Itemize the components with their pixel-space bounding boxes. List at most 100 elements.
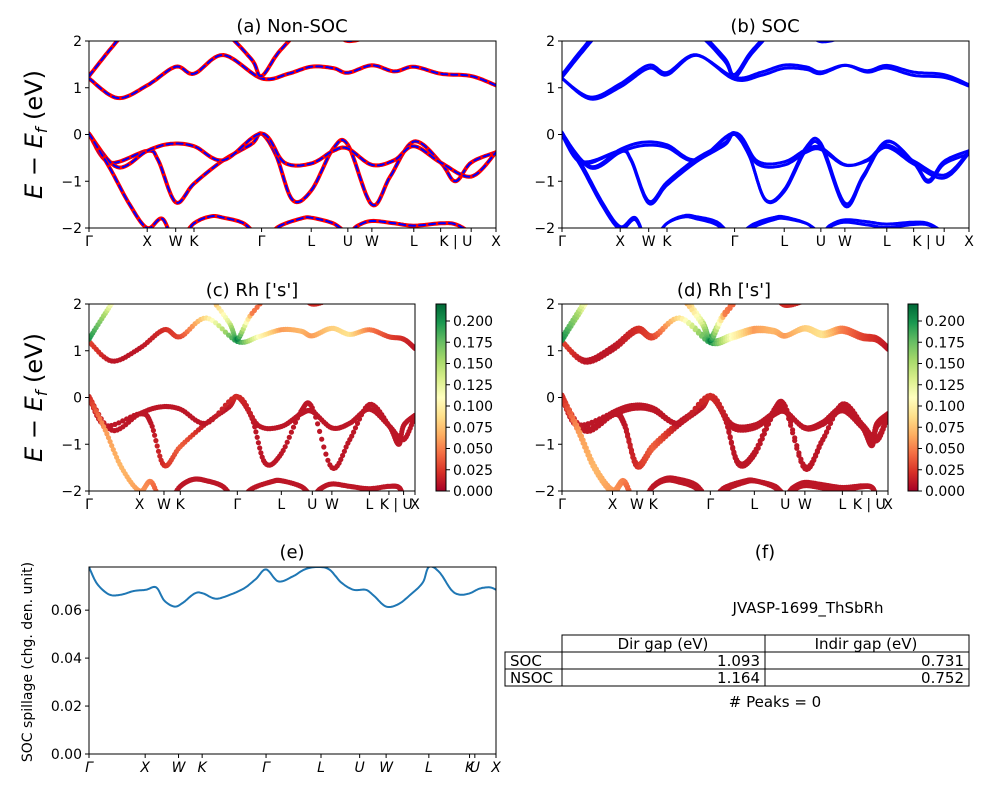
projection-point bbox=[761, 496, 766, 501]
projection-point bbox=[864, 295, 869, 300]
projection-point bbox=[655, 283, 660, 288]
projection-point bbox=[774, 293, 779, 298]
colorbar-tick-label: 0.100 bbox=[925, 399, 965, 415]
projection-point bbox=[128, 279, 133, 284]
colorbar-tick-label: 0.200 bbox=[925, 314, 965, 330]
projection-point bbox=[815, 292, 820, 297]
projection-point bbox=[645, 281, 650, 286]
projection-point bbox=[883, 283, 888, 288]
band-line-secondary bbox=[89, 132, 496, 178]
projection-point bbox=[371, 289, 376, 294]
projection-point bbox=[325, 457, 331, 463]
projection-point bbox=[338, 294, 343, 299]
projection-point bbox=[867, 293, 872, 298]
y-tick-label: 0 bbox=[546, 391, 555, 407]
projection-point bbox=[321, 444, 327, 450]
y-tick-label: 0 bbox=[73, 391, 82, 407]
projection-point bbox=[832, 290, 837, 295]
nsoc-indir-gap: 0.752 bbox=[921, 669, 964, 687]
projection-point bbox=[728, 502, 733, 507]
projection-point bbox=[764, 497, 769, 502]
projection-point bbox=[695, 401, 702, 407]
projection-point bbox=[850, 292, 855, 297]
projection-point bbox=[584, 297, 589, 302]
projection-point bbox=[826, 494, 831, 499]
projection-point bbox=[363, 287, 368, 292]
projection-point bbox=[568, 413, 574, 419]
x-tick-label: X bbox=[142, 234, 152, 250]
projection-point bbox=[242, 493, 247, 498]
projection-point bbox=[195, 494, 200, 499]
x-tick-label: Γ bbox=[258, 234, 266, 250]
projection-point bbox=[858, 297, 863, 302]
projection-point bbox=[590, 288, 595, 293]
projection-point bbox=[597, 280, 602, 285]
projection-point bbox=[180, 283, 185, 288]
projection-point bbox=[204, 495, 209, 500]
projection-point bbox=[137, 273, 142, 278]
projection-point bbox=[408, 285, 413, 290]
projection-point bbox=[694, 502, 699, 507]
projection-point bbox=[667, 496, 672, 501]
band-line-secondary bbox=[89, 54, 496, 100]
projection-point bbox=[597, 283, 602, 288]
projection-point bbox=[298, 292, 303, 297]
projection-point bbox=[209, 497, 214, 502]
projection-point bbox=[189, 496, 194, 501]
projection-point bbox=[744, 502, 749, 507]
projection-point bbox=[109, 509, 114, 514]
projection-point bbox=[878, 285, 883, 290]
projection-point bbox=[216, 410, 222, 416]
projection-point bbox=[105, 435, 112, 441]
y-tick-label: −2 bbox=[61, 484, 82, 500]
projection-point bbox=[217, 502, 222, 507]
y-tick-label: −2 bbox=[534, 221, 555, 237]
projection-point bbox=[396, 292, 401, 297]
projection-point bbox=[719, 505, 724, 510]
projection-point bbox=[764, 494, 769, 499]
projection-point bbox=[219, 406, 225, 412]
projection-point bbox=[846, 289, 851, 294]
projection-point bbox=[738, 499, 743, 504]
projection-point bbox=[661, 284, 666, 289]
projection-point bbox=[813, 296, 818, 301]
projection-point bbox=[602, 279, 607, 284]
projection-point bbox=[662, 495, 667, 500]
projection-point bbox=[373, 290, 378, 295]
projection-point bbox=[790, 427, 796, 433]
projection-point bbox=[824, 292, 829, 297]
projection-point bbox=[188, 497, 193, 502]
panel-e-ylabel: SOC spillage (chg. den. unit) bbox=[20, 562, 36, 762]
projection-point bbox=[776, 295, 781, 300]
colorbar-tick-label: 0.025 bbox=[453, 463, 493, 479]
projection-point bbox=[744, 500, 749, 505]
projection-point bbox=[126, 280, 131, 285]
row-nsoc-indir-cell bbox=[764, 668, 970, 687]
projection-point bbox=[823, 495, 828, 500]
projection-point bbox=[673, 493, 678, 498]
plot-area-b bbox=[562, 41, 969, 228]
projection-point bbox=[343, 444, 349, 450]
band-line-primary bbox=[562, 131, 969, 180]
projection-point bbox=[852, 294, 857, 299]
projection-point bbox=[211, 499, 216, 504]
projection-point bbox=[133, 275, 138, 280]
projection-point bbox=[778, 298, 783, 303]
projection-point bbox=[727, 434, 733, 440]
x-tick-label: Γ bbox=[85, 497, 93, 513]
panel-d-rh-projection: (d) Rh ['s'] 210−1−2Γ X W K Γ L U W L K | UX0.200… bbox=[534, 279, 965, 516]
x-tick-label: Γ bbox=[262, 760, 271, 776]
colorbar-tick-label: 0.075 bbox=[453, 420, 493, 436]
projection-point bbox=[817, 291, 822, 296]
projection-point bbox=[840, 288, 845, 293]
x-tick-label: K | U bbox=[853, 497, 886, 513]
projection-point bbox=[401, 490, 404, 491]
projection-point bbox=[375, 291, 380, 296]
projection-point bbox=[597, 511, 602, 516]
projection-point bbox=[129, 277, 134, 282]
projection-point bbox=[874, 288, 879, 293]
projection-point bbox=[775, 296, 780, 301]
projection-point bbox=[305, 299, 310, 304]
projection-point bbox=[97, 416, 103, 422]
projection-point bbox=[119, 512, 124, 517]
